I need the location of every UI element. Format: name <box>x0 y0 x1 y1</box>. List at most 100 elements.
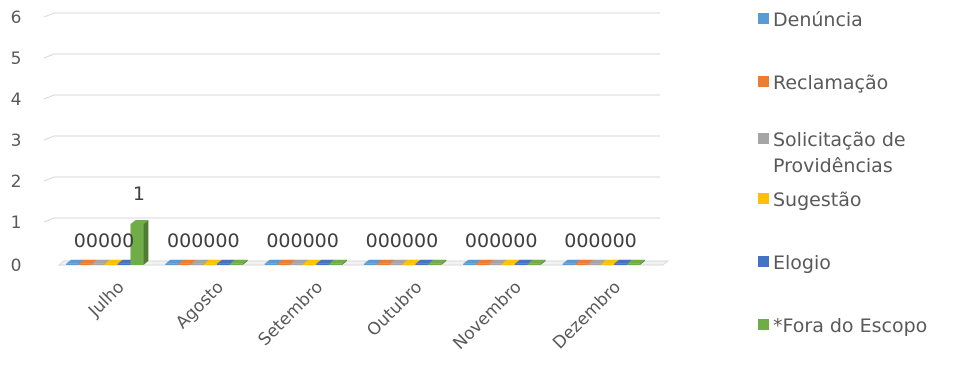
x-tick-label: Dezembro <box>549 277 625 353</box>
bar <box>91 263 105 265</box>
gridline <box>43 53 660 59</box>
legend-item: *Fora do Escopo <box>758 313 927 339</box>
bar <box>489 263 502 265</box>
bar <box>527 263 541 265</box>
bar-top <box>165 259 184 264</box>
legend-label: Elogio <box>773 252 831 274</box>
legend-item: Elogio <box>758 250 831 276</box>
legend-item: Sugestão <box>758 187 861 213</box>
bar-side <box>143 220 149 265</box>
bar <box>264 263 278 265</box>
bar-side <box>342 259 347 265</box>
bar-top <box>588 259 607 264</box>
bar <box>191 263 204 265</box>
legend-label: Sugestão <box>773 189 862 211</box>
bar-top <box>575 259 594 264</box>
bar-top <box>562 259 581 264</box>
bar-top <box>316 259 335 264</box>
legend-swatch <box>758 13 769 24</box>
bar-top <box>363 259 382 264</box>
bar-side <box>441 259 447 265</box>
legend-label: *Fora do Escopo <box>773 315 928 337</box>
bar-top <box>428 259 447 264</box>
bar-top <box>463 259 482 264</box>
x-tick-label: Setembro <box>254 277 327 350</box>
bar-top <box>104 259 123 264</box>
bar-top <box>329 259 347 264</box>
x-tick-label: Agosto <box>172 277 228 333</box>
bar <box>229 263 243 265</box>
bar-top <box>389 259 408 264</box>
bar-top <box>489 259 507 264</box>
chart-plot: 0 1 2 3 4 5 6 00000 1 Julho 000000 Agosto 000000 Sete… <box>11 8 670 354</box>
bar <box>428 263 442 265</box>
bar <box>363 263 377 265</box>
bar <box>316 263 330 265</box>
bar-top <box>229 259 248 264</box>
bar <box>303 263 317 265</box>
bar <box>329 263 342 265</box>
bar <box>562 263 576 265</box>
bar-top <box>402 259 421 264</box>
gridline <box>43 12 660 18</box>
y-tick-label: 4 <box>11 90 22 110</box>
bar-top <box>627 259 645 264</box>
bar <box>627 263 640 265</box>
bar <box>588 263 602 265</box>
data-label: 000000 <box>564 230 637 252</box>
legend-label: Reclamação <box>773 72 889 94</box>
bar-top <box>91 259 110 264</box>
gridline <box>43 176 660 182</box>
bar-top <box>303 259 322 264</box>
bar-top <box>614 259 632 264</box>
legend-swatch <box>758 133 769 144</box>
legend-item: Reclamação <box>758 70 888 96</box>
y-tick-label: 0 <box>11 256 22 276</box>
legend-item: Solicitação de Providências <box>758 127 906 179</box>
data-label: 000000 <box>465 230 538 252</box>
bar <box>216 263 230 265</box>
bar-top <box>178 259 197 264</box>
legend-label: Solicitação de Providências <box>773 129 906 177</box>
bar-side <box>242 259 248 265</box>
bar <box>178 263 192 265</box>
y-tick-label: 5 <box>11 49 22 69</box>
bar-top <box>66 259 84 264</box>
chart-legend: Denúncia Reclamação Solicitação de Providê… <box>758 0 967 383</box>
x-tick-label: Julho <box>84 277 128 321</box>
bar <box>514 263 528 265</box>
bar-top <box>130 220 149 224</box>
bar <box>575 263 589 265</box>
legend-swatch <box>758 76 769 87</box>
bar <box>204 263 217 265</box>
bar-top <box>415 259 434 264</box>
bar <box>501 263 515 265</box>
data-label: 000000 <box>167 230 240 252</box>
y-tick-label: 3 <box>11 131 22 151</box>
gridline <box>43 135 660 141</box>
bar <box>402 263 416 265</box>
bar-top <box>191 259 209 264</box>
bar <box>415 263 429 265</box>
bar-top <box>527 259 546 264</box>
y-tick-label: 1 <box>11 213 22 233</box>
bar <box>66 263 79 265</box>
bar-top <box>501 259 520 264</box>
data-label: 1 <box>133 183 145 205</box>
legend-item: Denúncia <box>758 7 863 33</box>
bar-top <box>264 259 283 264</box>
bar-top <box>601 259 620 264</box>
bar <box>277 263 291 265</box>
gridline <box>43 94 660 100</box>
legend-label: Denúncia <box>773 9 863 31</box>
bar <box>130 224 144 265</box>
legend-swatch <box>758 319 769 330</box>
bar-side <box>639 259 645 265</box>
bar-top <box>204 259 222 264</box>
bar <box>290 263 304 265</box>
bar <box>476 263 489 265</box>
y-tick-label: 6 <box>11 8 22 28</box>
x-tick-label: Novembro <box>449 277 525 353</box>
bar-top <box>476 259 494 264</box>
bar-top <box>290 259 309 264</box>
